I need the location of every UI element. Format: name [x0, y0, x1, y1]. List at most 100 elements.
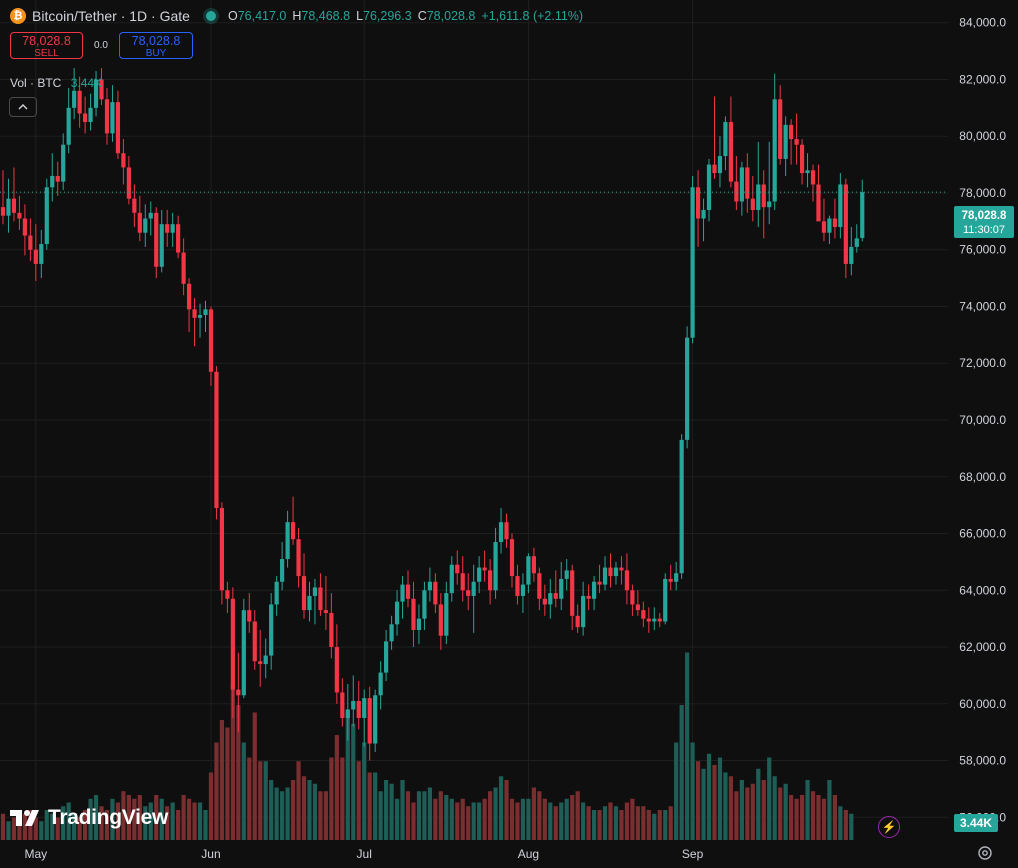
candle — [427, 567, 432, 602]
spread-value: 0.0 — [94, 40, 108, 51]
volume-bar — [520, 798, 526, 840]
volume-bar — [389, 783, 394, 840]
candle — [170, 212, 175, 247]
candle — [82, 96, 88, 134]
candle — [263, 638, 268, 679]
volume-bar — [39, 821, 44, 840]
sell-price: 78,028.8 — [22, 34, 71, 48]
candle — [362, 689, 367, 747]
candle-body — [77, 90, 82, 114]
candle — [373, 689, 378, 753]
buy-button[interactable]: 78,028.8 BUY — [119, 32, 193, 59]
candle-body — [449, 564, 454, 594]
candle — [493, 527, 498, 599]
gear-icon[interactable] — [976, 844, 994, 862]
candle-body — [241, 610, 246, 696]
candle-body — [93, 79, 99, 108]
volume-bar — [186, 798, 192, 840]
volume-bar — [296, 761, 301, 840]
volume-bar — [301, 776, 307, 840]
candle — [701, 198, 706, 242]
candle-body — [756, 184, 761, 210]
volume-bar — [50, 813, 55, 840]
candle — [110, 85, 115, 142]
candle — [154, 207, 159, 279]
volume-legend[interactable]: Vol · BTC 3.44K — [10, 76, 102, 90]
candle — [367, 686, 372, 761]
volume-bar — [170, 802, 175, 840]
time-axis-label: May — [25, 847, 48, 861]
collapse-legend-button[interactable] — [9, 97, 37, 117]
candle — [674, 561, 679, 591]
candle — [104, 87, 110, 145]
candle-body — [537, 573, 542, 599]
volume-bar — [526, 798, 531, 840]
candle — [772, 73, 777, 210]
candle — [137, 195, 142, 242]
candle — [679, 434, 684, 579]
tradingview-logo[interactable]: TradingView — [10, 806, 168, 830]
market-status-icon[interactable] — [205, 11, 216, 21]
symbol-title[interactable]: Bitcoin/Tether · 1D · Gate — [32, 8, 190, 24]
volume-bar — [367, 772, 372, 840]
candle — [61, 133, 66, 191]
candle — [99, 68, 104, 105]
volume-bar — [340, 757, 345, 840]
symbol-header: ₿ Bitcoin/Tether · 1D · Gate O76,417.0 H… — [10, 6, 583, 26]
candle — [575, 604, 580, 633]
candle-body — [416, 618, 422, 630]
price-axis-label: 82,000.0 — [959, 72, 1006, 86]
candle — [597, 564, 602, 594]
candle-body — [296, 539, 301, 577]
candle-body — [799, 144, 805, 174]
price-axis[interactable]: 84,000.0 82,000.0 80,000.0 78,000.0 76,000.0… — [959, 16, 1006, 825]
candle-body — [44, 187, 49, 245]
volume-bar — [843, 810, 848, 840]
candle — [6, 178, 11, 233]
candle-body — [487, 570, 493, 591]
candle-body — [214, 371, 219, 508]
sell-button[interactable]: 78,028.8 SELL — [10, 32, 83, 59]
volume-bar — [734, 791, 739, 840]
volume-bar — [449, 798, 454, 840]
candle-body — [542, 598, 547, 605]
candle-body — [789, 124, 794, 140]
volume-bar — [663, 810, 668, 840]
volume-bar — [630, 798, 635, 840]
lightning-icon[interactable]: ⚡ — [878, 816, 900, 838]
volume-bar — [82, 810, 88, 840]
volume-bar — [6, 821, 11, 840]
candle-body — [115, 102, 121, 154]
candle-body — [728, 122, 734, 182]
volume-bar — [849, 813, 854, 840]
volume-bar — [323, 791, 329, 840]
candle — [72, 68, 77, 120]
volume-bar — [564, 798, 569, 840]
candle — [860, 179, 865, 242]
candle — [285, 510, 290, 568]
candle-body — [652, 618, 657, 622]
candle-body — [783, 124, 788, 159]
candle — [225, 581, 230, 613]
candle — [805, 153, 810, 188]
volume-bar — [739, 780, 744, 840]
candle-body — [624, 570, 630, 591]
volume-bar — [307, 780, 312, 840]
candle — [55, 161, 60, 196]
volume-bar — [44, 810, 49, 840]
volume-bar — [88, 798, 93, 840]
volume-bar — [619, 810, 624, 840]
time-axis[interactable]: May Jun Jul Aug Sep — [25, 847, 704, 861]
candle — [176, 215, 181, 259]
candle-body — [66, 107, 71, 145]
volume-bar — [77, 817, 82, 840]
volume-bar — [192, 802, 197, 840]
candle-body — [575, 615, 580, 628]
candle — [564, 559, 569, 591]
candle-body — [110, 102, 115, 134]
candle — [641, 601, 646, 628]
volume-bar — [498, 776, 504, 840]
volume-bar — [269, 780, 274, 840]
price-axis-label: 66,000.0 — [959, 527, 1006, 541]
